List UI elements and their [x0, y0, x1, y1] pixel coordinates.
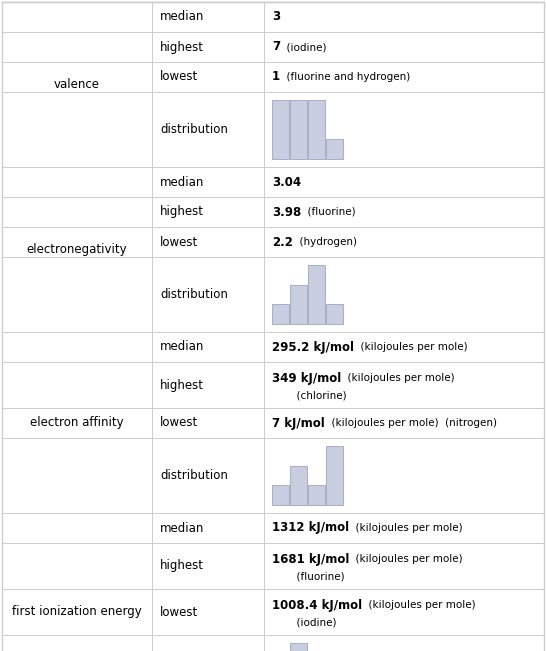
- Text: median: median: [160, 176, 204, 189]
- Bar: [272, 100, 289, 159]
- Text: 3: 3: [272, 10, 280, 23]
- Bar: [326, 446, 343, 505]
- Text: lowest: lowest: [160, 70, 198, 83]
- Text: 295.2 kJ/mol: 295.2 kJ/mol: [272, 340, 354, 353]
- Bar: [308, 486, 325, 505]
- Text: (fluorine and hydrogen): (fluorine and hydrogen): [280, 72, 411, 82]
- Text: 7: 7: [272, 40, 280, 53]
- Text: (kilojoules per mole): (kilojoules per mole): [341, 373, 455, 383]
- Text: highest: highest: [160, 378, 204, 391]
- Text: distribution: distribution: [160, 288, 228, 301]
- Text: 349 kJ/mol: 349 kJ/mol: [272, 372, 341, 385]
- Text: (kilojoules per mole)  (nitrogen): (kilojoules per mole) (nitrogen): [325, 418, 497, 428]
- Text: lowest: lowest: [160, 236, 198, 249]
- Bar: [308, 100, 325, 159]
- Bar: [290, 643, 307, 651]
- Text: (hydrogen): (hydrogen): [293, 237, 357, 247]
- Text: (kilojoules per mole): (kilojoules per mole): [362, 600, 476, 610]
- Bar: [272, 486, 289, 505]
- Text: first ionization energy: first ionization energy: [12, 605, 142, 618]
- Text: 2.2: 2.2: [272, 236, 293, 249]
- Bar: [290, 465, 307, 505]
- Bar: [326, 139, 343, 159]
- Text: 1: 1: [272, 70, 280, 83]
- Text: lowest: lowest: [160, 605, 198, 618]
- Bar: [272, 304, 289, 324]
- Bar: [308, 265, 325, 324]
- Text: median: median: [160, 521, 204, 534]
- Text: 1008.4 kJ/mol: 1008.4 kJ/mol: [272, 599, 362, 611]
- Text: distribution: distribution: [160, 469, 228, 482]
- Text: (chlorine): (chlorine): [290, 390, 347, 400]
- Text: (iodine): (iodine): [280, 42, 327, 52]
- Text: (kilojoules per mole): (kilojoules per mole): [349, 554, 463, 564]
- Text: (kilojoules per mole): (kilojoules per mole): [354, 342, 467, 352]
- Text: (fluorine): (fluorine): [301, 207, 356, 217]
- Text: median: median: [160, 10, 204, 23]
- Text: 1312 kJ/mol: 1312 kJ/mol: [272, 521, 349, 534]
- Text: (fluorine): (fluorine): [290, 571, 345, 581]
- Text: (iodine): (iodine): [290, 617, 336, 627]
- Text: 7 kJ/mol: 7 kJ/mol: [272, 417, 325, 430]
- Bar: [290, 100, 307, 159]
- Text: electron affinity: electron affinity: [30, 416, 124, 429]
- Text: highest: highest: [160, 206, 204, 219]
- Text: highest: highest: [160, 40, 204, 53]
- Text: 3.04: 3.04: [272, 176, 301, 189]
- Text: (kilojoules per mole): (kilojoules per mole): [349, 523, 463, 533]
- Text: highest: highest: [160, 559, 204, 572]
- Text: median: median: [160, 340, 204, 353]
- Bar: [326, 304, 343, 324]
- Bar: [290, 284, 307, 324]
- Text: valence: valence: [54, 78, 100, 91]
- Text: lowest: lowest: [160, 417, 198, 430]
- Text: electronegativity: electronegativity: [27, 243, 127, 256]
- Text: distribution: distribution: [160, 123, 228, 136]
- Text: 1681 kJ/mol: 1681 kJ/mol: [272, 553, 349, 566]
- Text: 3.98: 3.98: [272, 206, 301, 219]
